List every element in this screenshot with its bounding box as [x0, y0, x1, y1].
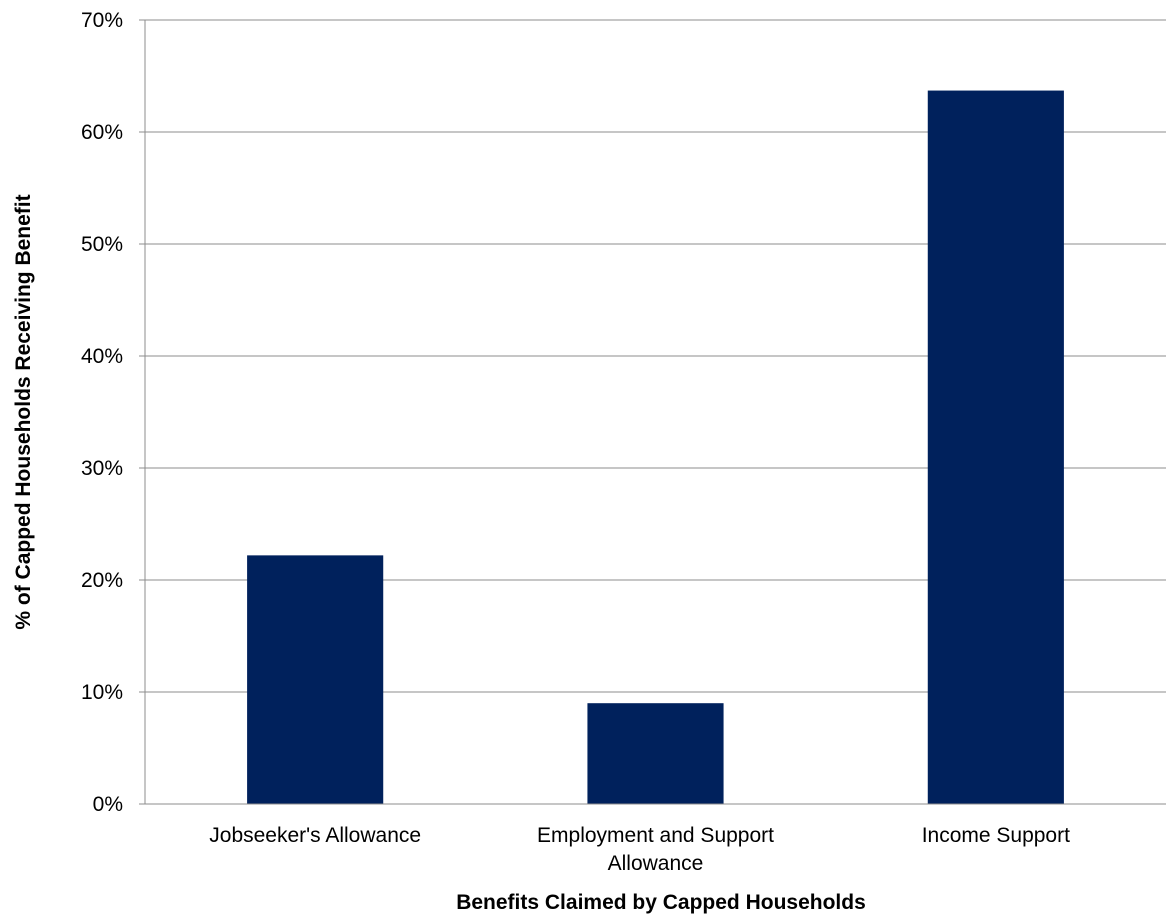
y-tick-labels: 0% 10% 20% 30% 40% 50% 60% 70% — [81, 9, 123, 816]
y-tick-label: 10% — [81, 681, 123, 704]
bar — [927, 90, 1064, 804]
y-tick-label: 60% — [81, 121, 123, 144]
x-category-labels: Jobseeker's Allowance Employment and Supp… — [209, 824, 1070, 875]
y-tick-label: 40% — [81, 345, 123, 368]
y-tick-label: 0% — [93, 793, 123, 816]
y-tick-label: 30% — [81, 457, 123, 480]
y-tick-label: 20% — [81, 569, 123, 592]
bar — [587, 703, 724, 804]
y-tick-label: 50% — [81, 233, 123, 256]
x-category-label: Employment and Support Allowance — [537, 824, 774, 875]
x-category-label-line: Employment and Support — [537, 824, 774, 847]
x-category-label: Jobseeker's Allowance — [209, 824, 421, 847]
axes — [139, 19, 1166, 805]
x-category-label-line: Allowance — [608, 852, 704, 875]
x-category-label: Income Support — [922, 824, 1070, 847]
x-category-label-line: Income Support — [922, 824, 1070, 847]
y-axis-title: % of Capped Households Receiving Benefit — [12, 194, 35, 629]
x-axis-title: Benefits Claimed by Capped Households — [456, 891, 866, 914]
bars — [247, 90, 1064, 804]
y-tick-label: 70% — [81, 9, 123, 32]
x-category-label-line: Jobseeker's Allowance — [209, 824, 421, 847]
bar — [247, 555, 384, 804]
